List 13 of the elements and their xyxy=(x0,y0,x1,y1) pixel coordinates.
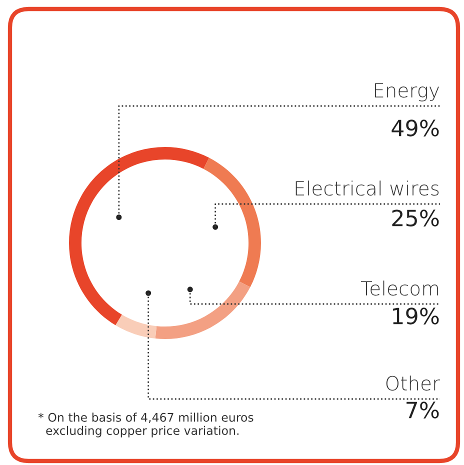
text: * On the basis of 4,467 million euros excluding copper price variation. xyxy=(38,412,254,438)
slice-label: Electrical wires xyxy=(296,180,439,196)
slice-label: Other xyxy=(386,376,440,391)
donut-slice xyxy=(116,314,157,339)
slice-label: Energy xyxy=(374,83,439,102)
data-label: 25% xyxy=(392,210,439,226)
data-label: 19% xyxy=(393,308,439,324)
donut-slice xyxy=(203,158,261,288)
donut-slice xyxy=(69,147,210,326)
donut-slice xyxy=(155,281,250,339)
slice-label: Telecom xyxy=(361,280,438,296)
data-label: 49% xyxy=(392,120,439,136)
data-label: 7% xyxy=(406,402,439,418)
